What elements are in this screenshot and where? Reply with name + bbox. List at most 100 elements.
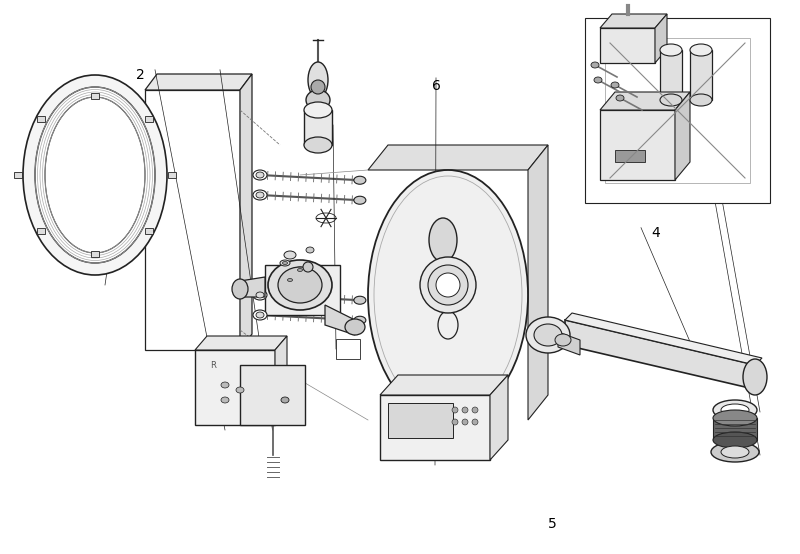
Ellipse shape bbox=[368, 170, 528, 420]
Ellipse shape bbox=[660, 44, 682, 56]
Bar bbox=[168, 172, 176, 178]
Polygon shape bbox=[325, 305, 355, 335]
Bar bbox=[336, 339, 360, 359]
Ellipse shape bbox=[308, 62, 328, 98]
Polygon shape bbox=[660, 50, 682, 100]
Ellipse shape bbox=[281, 397, 289, 403]
Ellipse shape bbox=[711, 442, 759, 462]
Text: 4.1: 4.1 bbox=[722, 101, 742, 115]
Text: 2: 2 bbox=[136, 68, 144, 82]
Ellipse shape bbox=[311, 80, 325, 94]
Ellipse shape bbox=[256, 192, 264, 198]
Ellipse shape bbox=[526, 317, 570, 353]
Polygon shape bbox=[558, 332, 580, 355]
Ellipse shape bbox=[555, 334, 571, 346]
Ellipse shape bbox=[616, 95, 624, 101]
Ellipse shape bbox=[253, 170, 267, 180]
Ellipse shape bbox=[256, 312, 264, 318]
Ellipse shape bbox=[221, 397, 229, 403]
Bar bbox=[388, 403, 453, 438]
Polygon shape bbox=[380, 375, 508, 395]
Polygon shape bbox=[490, 375, 508, 460]
Polygon shape bbox=[240, 365, 305, 425]
Polygon shape bbox=[195, 350, 275, 425]
Bar bbox=[37, 116, 45, 122]
Ellipse shape bbox=[713, 410, 757, 426]
Text: R: R bbox=[210, 361, 216, 370]
Ellipse shape bbox=[221, 382, 229, 388]
Polygon shape bbox=[600, 110, 675, 180]
Polygon shape bbox=[240, 277, 265, 297]
Bar bbox=[91, 93, 99, 99]
Ellipse shape bbox=[284, 251, 296, 259]
Ellipse shape bbox=[287, 279, 293, 281]
Ellipse shape bbox=[253, 290, 267, 300]
Ellipse shape bbox=[282, 261, 287, 264]
Ellipse shape bbox=[236, 387, 244, 393]
Text: 1: 1 bbox=[103, 195, 113, 209]
Polygon shape bbox=[600, 28, 655, 63]
Ellipse shape bbox=[611, 82, 619, 88]
Ellipse shape bbox=[253, 190, 267, 200]
Ellipse shape bbox=[354, 196, 366, 204]
Ellipse shape bbox=[304, 137, 332, 153]
Ellipse shape bbox=[472, 419, 478, 425]
Text: 4: 4 bbox=[652, 225, 660, 240]
Ellipse shape bbox=[713, 432, 757, 448]
Ellipse shape bbox=[45, 97, 145, 253]
Ellipse shape bbox=[303, 262, 313, 272]
Bar bbox=[37, 228, 45, 234]
Ellipse shape bbox=[256, 292, 264, 298]
Polygon shape bbox=[528, 145, 548, 420]
Polygon shape bbox=[565, 313, 762, 365]
Text: 5: 5 bbox=[548, 516, 556, 531]
Ellipse shape bbox=[256, 172, 264, 178]
Text: 6: 6 bbox=[431, 79, 441, 93]
Polygon shape bbox=[304, 110, 332, 145]
Polygon shape bbox=[265, 265, 340, 315]
Ellipse shape bbox=[232, 279, 248, 299]
Ellipse shape bbox=[534, 324, 562, 346]
Ellipse shape bbox=[660, 94, 682, 106]
Polygon shape bbox=[655, 14, 667, 63]
Ellipse shape bbox=[354, 176, 366, 184]
Bar bbox=[14, 172, 22, 178]
Text: 3: 3 bbox=[344, 342, 352, 356]
Ellipse shape bbox=[713, 400, 757, 420]
Polygon shape bbox=[368, 145, 548, 170]
Polygon shape bbox=[145, 90, 240, 350]
Ellipse shape bbox=[285, 277, 295, 283]
Polygon shape bbox=[713, 418, 757, 440]
Ellipse shape bbox=[306, 247, 314, 253]
Ellipse shape bbox=[591, 62, 599, 68]
Polygon shape bbox=[675, 92, 690, 180]
Polygon shape bbox=[690, 50, 712, 100]
Ellipse shape bbox=[690, 44, 712, 56]
Ellipse shape bbox=[345, 319, 365, 335]
Ellipse shape bbox=[594, 77, 602, 83]
Polygon shape bbox=[275, 336, 287, 425]
Ellipse shape bbox=[354, 316, 366, 324]
Ellipse shape bbox=[472, 407, 478, 413]
Ellipse shape bbox=[721, 446, 749, 458]
Ellipse shape bbox=[462, 407, 468, 413]
Bar bbox=[146, 228, 154, 234]
Ellipse shape bbox=[721, 404, 749, 416]
Ellipse shape bbox=[278, 267, 322, 303]
Bar bbox=[585, 18, 770, 203]
Ellipse shape bbox=[306, 90, 330, 110]
Ellipse shape bbox=[268, 260, 332, 310]
Ellipse shape bbox=[420, 257, 476, 313]
Bar bbox=[146, 116, 154, 122]
Ellipse shape bbox=[462, 419, 468, 425]
Ellipse shape bbox=[304, 102, 332, 118]
Ellipse shape bbox=[452, 419, 458, 425]
Ellipse shape bbox=[452, 407, 458, 413]
Polygon shape bbox=[195, 336, 287, 350]
Ellipse shape bbox=[429, 218, 457, 262]
Ellipse shape bbox=[354, 296, 366, 304]
Ellipse shape bbox=[280, 260, 290, 266]
Ellipse shape bbox=[743, 359, 767, 395]
Bar bbox=[605, 38, 750, 183]
Polygon shape bbox=[240, 74, 252, 350]
